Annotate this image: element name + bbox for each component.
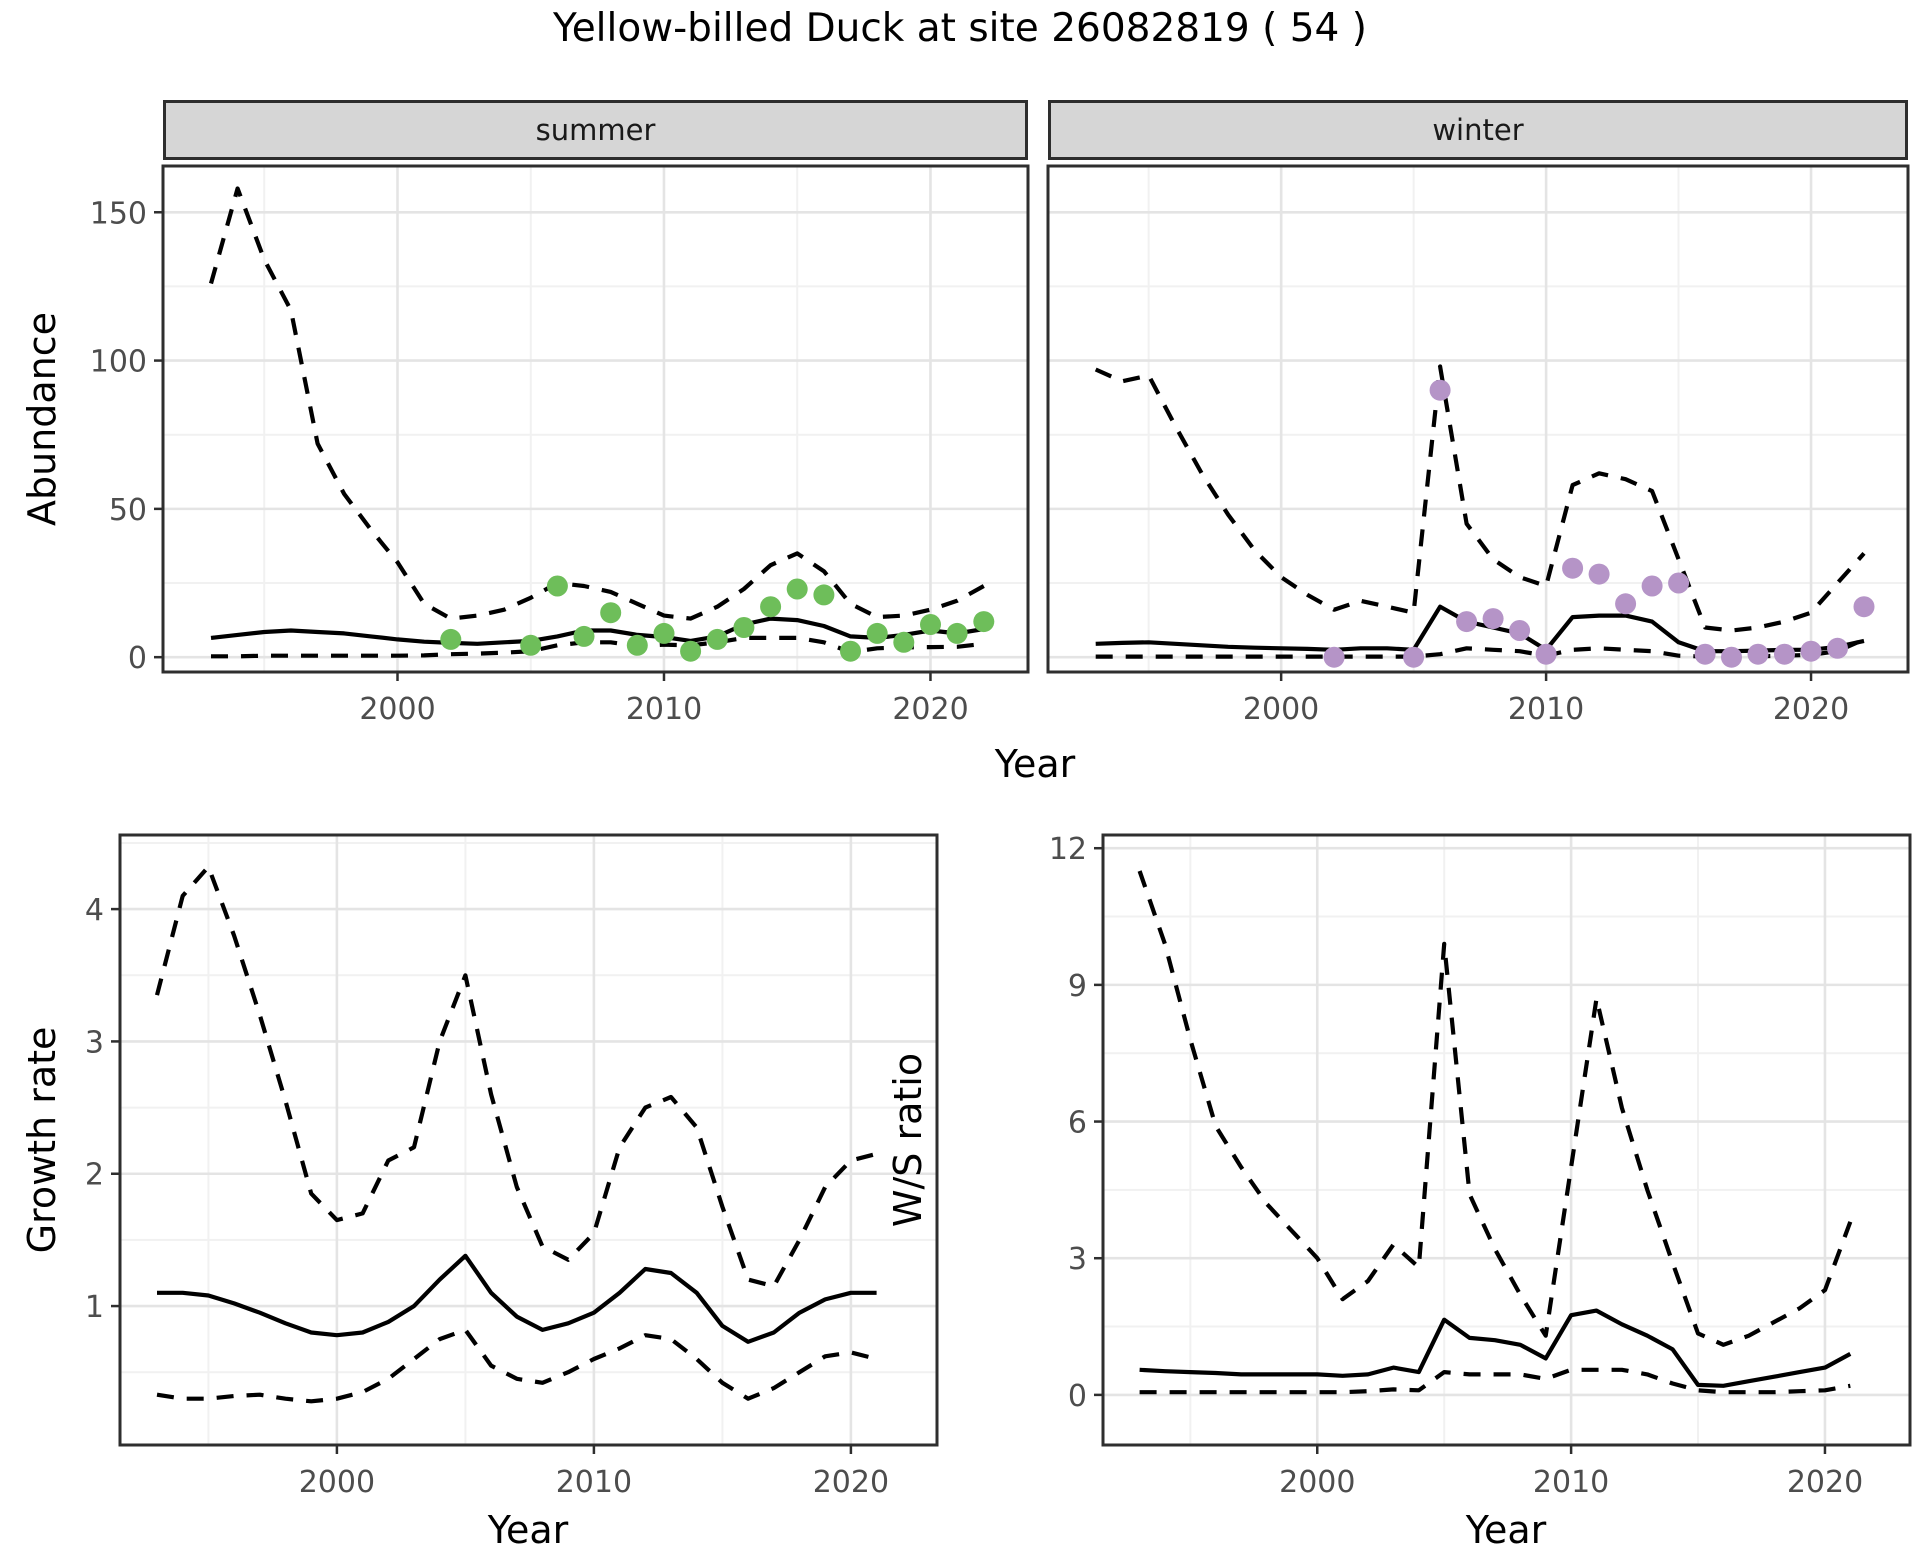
data-point-summer [653,622,675,644]
series-growth-upper_95ci [154,864,878,1289]
y-tick-label: 3 [85,1025,104,1060]
y-tick-label: 9 [1068,969,1087,1004]
x-tick-label: 2020 [1773,692,1849,727]
x-tick-label: 2010 [626,692,702,727]
data-point-winter [1535,643,1557,665]
series-growth-mean [157,1253,877,1344]
x-tick-label: 2020 [813,1465,889,1500]
data-point-winter [1482,608,1504,630]
data-point-winter [1429,379,1451,401]
y-tick-label: 100 [90,345,147,380]
data-point-summer [760,596,782,618]
axis-title-growth-rate: Growth rate [20,1026,64,1254]
panel-border-growth [118,833,939,1447]
panel-border-summer [161,164,1030,674]
facet-strip-winter-label: winter [1432,113,1524,147]
x-tick-label: 2000 [299,1465,375,1500]
x-tick-label: 2010 [1533,1465,1609,1500]
panel-bg-growth [120,835,937,1445]
y-tick-label: 6 [1068,1106,1087,1141]
data-point-winter [1403,646,1425,668]
data-point-summer [573,625,595,647]
series-ws-mean [1139,1308,1852,1388]
facet-strip-summer: summer [163,100,1028,160]
x-tick-label: 2010 [556,1465,632,1500]
data-point-summer [786,578,808,600]
data-point-winter [1774,643,1795,665]
panel-border-winter [1046,164,1910,674]
data-point-summer [840,640,861,662]
facet-strip-summer-label: summer [535,113,656,147]
series-summer-mean [210,616,985,646]
data-point-winter [1509,620,1531,641]
y-tick-label: 4 [85,893,104,928]
y-tick-label: 0 [1068,1379,1087,1414]
data-point-summer [920,614,941,635]
data-point-winter [1853,596,1875,618]
axis-title-ws-ratio: W/S ratio [886,1052,930,1228]
data-point-winter [1323,646,1345,668]
data-point-winter [1800,640,1822,662]
axis-title-year-bottom-left: Year [487,1508,569,1552]
facet-strip-winter: winter [1048,100,1908,160]
series-ws-lower_95ci [1139,1367,1851,1395]
series-growth-lower_95ci [156,1327,878,1404]
data-point-winter [1747,643,1769,665]
y-tick-label: 2 [85,1158,104,1193]
panel-bg-summer [163,166,1028,672]
data-point-summer [600,602,622,624]
data-point-winter [1827,637,1848,659]
data-point-winter [1721,646,1742,668]
data-point-winter [1562,557,1584,579]
x-tick-label: 2020 [892,692,968,727]
data-point-winter [1641,575,1663,597]
series-summer-lower_95ci [211,635,985,659]
x-tick-label: 2010 [1508,692,1584,727]
data-point-winter [1456,611,1478,633]
y-tick-label: 50 [109,493,147,528]
x-tick-label: 2000 [1243,692,1319,727]
y-tick-label: 1 [85,1290,104,1325]
y-tick-label: 150 [90,196,147,231]
data-point-summer [626,634,648,656]
series-ws-upper_95ci [1137,870,1853,1347]
panel-bg-winter [1048,166,1908,672]
data-point-summer [866,622,888,644]
data-point-summer [813,584,835,606]
y-tick-label: 12 [1049,832,1087,867]
plot-title: Yellow-billed Duck at site 26082819 ( 54… [553,6,1367,51]
data-point-summer [893,631,915,653]
x-tick-label: 2020 [1787,1465,1863,1500]
series-winter-upper_95ci [1094,364,1866,633]
data-point-summer [546,575,568,597]
data-point-summer [946,622,968,644]
data-point-winter [1615,593,1637,615]
data-point-summer [973,611,995,633]
panel-border-ws [1101,833,1912,1447]
y-tick-label: 0 [128,641,147,676]
data-point-summer [733,617,755,638]
data-point-summer [440,628,462,650]
data-point-summer [706,628,728,650]
data-point-summer [520,634,542,656]
data-point-winter [1694,643,1716,665]
axis-title-year-bottom-right: Year [1465,1508,1547,1552]
data-point-summer [680,640,702,662]
y-tick-label: 3 [1068,1242,1087,1277]
axis-title-abundance: Abundance [20,311,64,527]
data-point-winter [1668,572,1690,594]
axis-title-year-top: Year [994,742,1076,786]
x-tick-label: 2000 [359,692,435,727]
data-point-winter [1588,563,1610,585]
x-tick-label: 2000 [1279,1465,1355,1500]
